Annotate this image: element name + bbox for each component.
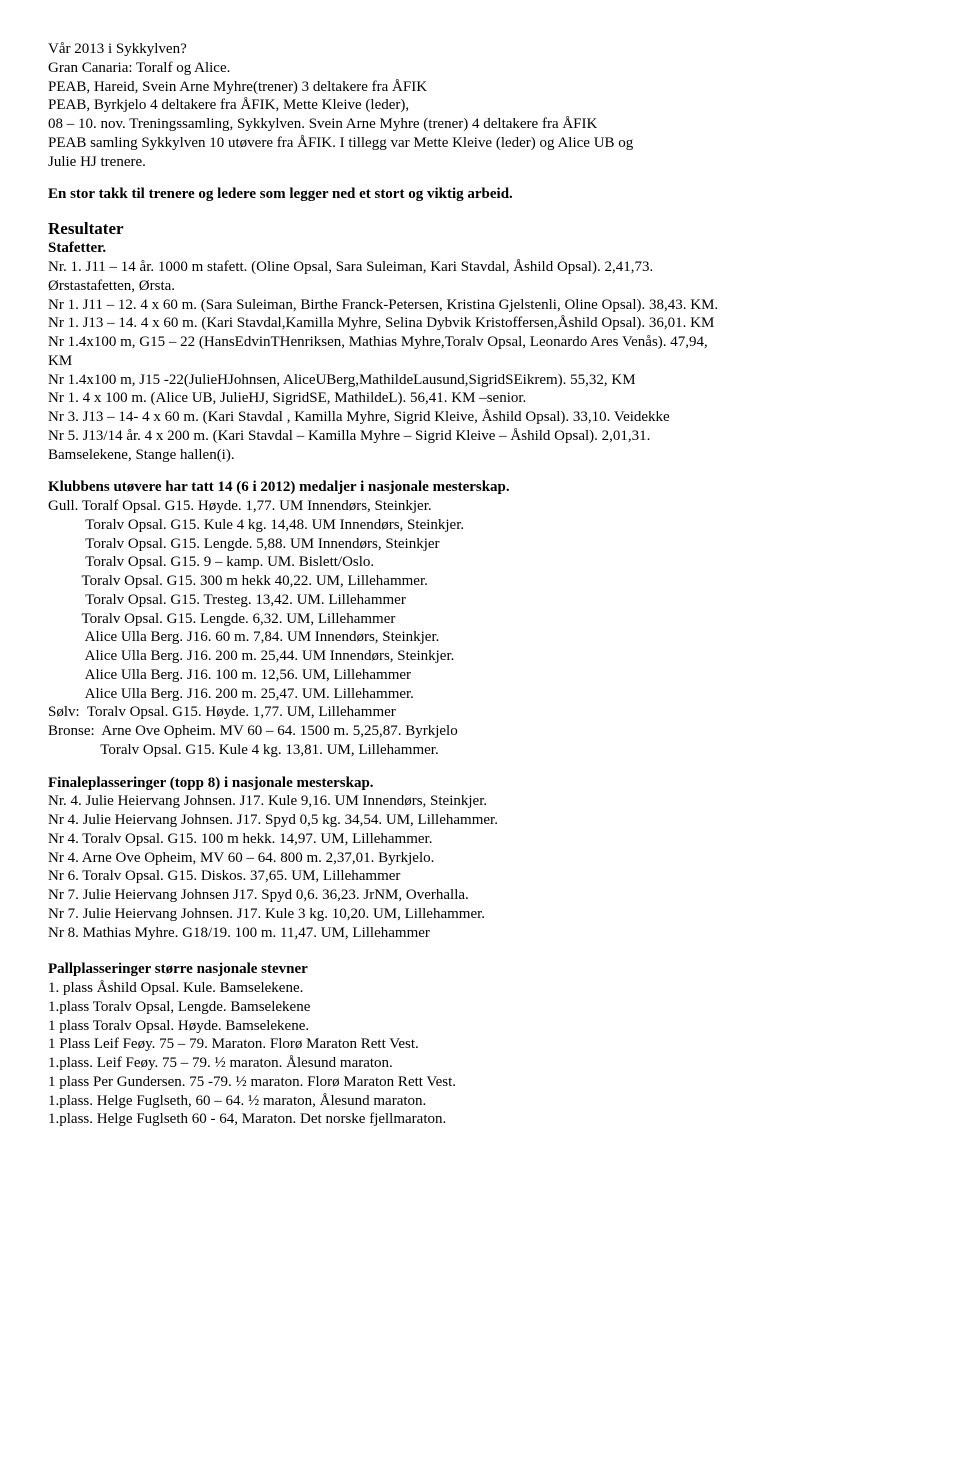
pall-line: 1 Plass Leif Feøy. 75 – 79. Maraton. Flo… [48, 1035, 912, 1054]
finals-heading: Finaleplasseringer (topp 8) i nasjonale … [48, 774, 912, 793]
medal-line: Toralv Opsal. G15. Kule 4 kg. 14,48. UM … [48, 516, 912, 535]
medal-line: Toralv Opsal. G15. Kule 4 kg. 13,81. UM,… [48, 741, 912, 760]
intro-line: Vår 2013 i Sykkylven? [48, 40, 912, 59]
pall-heading: Pallplasseringer større nasjonale stevne… [48, 960, 912, 979]
medals-heading: Klubbens utøvere har tatt 14 (6 i 2012) … [48, 478, 912, 497]
final-line: Nr 8. Mathias Myhre. G18/19. 100 m. 11,4… [48, 924, 912, 943]
intro-line: PEAB, Hareid, Svein Arne Myhre(trener) 3… [48, 78, 912, 97]
intro-block: Vår 2013 i Sykkylven? Gran Canaria: Tora… [48, 40, 912, 171]
medal-line: Toralv Opsal. G15. Tresteg. 13,42. UM. L… [48, 591, 912, 610]
results-block: Resultater Stafetter. Nr. 1. J11 – 14 år… [48, 218, 912, 464]
pall-line: 1 plass Toralv Opsal. Høyde. Bamselekene… [48, 1017, 912, 1036]
stafett-line: KM [48, 352, 912, 371]
medals-block: Klubbens utøvere har tatt 14 (6 i 2012) … [48, 478, 912, 759]
pall-line: 1. plass Åshild Opsal. Kule. Bamselekene… [48, 979, 912, 998]
final-line: Nr 4. Arne Ove Opheim, MV 60 – 64. 800 m… [48, 849, 912, 868]
medal-line: Toralv Opsal. G15. Lengde. 6,32. UM, Lil… [48, 610, 912, 629]
thanks-line: En stor takk til trenere og ledere som l… [48, 185, 912, 204]
stafett-line: Nr 1.4x100 m, J15 -22(JulieHJohnsen, Ali… [48, 371, 912, 390]
medals-heading-pre: Klubbens utøvere har tatt 14 (6 i 2012) … [48, 479, 429, 495]
stafett-line: Ørstastafetten, Ørsta. [48, 277, 912, 296]
medal-line: Bronse: Arne Ove Opheim. MV 60 – 64. 150… [48, 722, 912, 741]
stafett-line: Nr 1.4x100 m, G15 – 22 (HansEdvinTHenrik… [48, 333, 912, 352]
final-line: Nr 4. Toralv Opsal. G15. 100 m hekk. 14,… [48, 830, 912, 849]
intro-line: Julie HJ trenere. [48, 153, 912, 172]
pall-line: 1 plass Per Gundersen. 75 -79. ½ maraton… [48, 1073, 912, 1092]
intro-line: PEAB, Byrkjelo 4 deltakere fra ÅFIK, Met… [48, 96, 912, 115]
pall-line: 1.plass. Leif Feøy. 75 – 79. ½ maraton. … [48, 1054, 912, 1073]
final-line: Nr. 4. Julie Heiervang Johnsen. J17. Kul… [48, 792, 912, 811]
final-line: Nr 4. Julie Heiervang Johnsen. J17. Spyd… [48, 811, 912, 830]
stafetter-heading: Stafetter. [48, 239, 912, 258]
medal-line: Toralv Opsal. G15. 300 m hekk 40,22. UM,… [48, 572, 912, 591]
intro-line: Gran Canaria: Toralf og Alice. [48, 59, 912, 78]
stafett-line: Bamselekene, Stange hallen(i). [48, 446, 912, 465]
medal-line: Gull. Toralf Opsal. G15. Høyde. 1,77. UM… [48, 497, 912, 516]
pall-line: 1.plass. Helge Fuglseth, 60 – 64. ½ mara… [48, 1092, 912, 1111]
stafett-line: Nr 3. J13 – 14- 4 x 60 m. (Kari Stavdal … [48, 408, 912, 427]
intro-line: PEAB samling Sykkylven 10 utøvere fra ÅF… [48, 134, 912, 153]
medal-line: Alice Ulla Berg. J16. 200 m. 25,44. UM I… [48, 647, 912, 666]
medals-heading-post: mesterskap. [429, 479, 510, 495]
results-heading: Resultater [48, 218, 912, 239]
pall-line: 1.plass Toralv Opsal, Lengde. Bamseleken… [48, 998, 912, 1017]
final-line: Nr 7. Julie Heiervang Johnsen J17. Spyd … [48, 886, 912, 905]
intro-line: 08 – 10. nov. Treningssamling, Sykkylven… [48, 115, 912, 134]
stafett-line: Nr 1. J13 – 14. 4 x 60 m. (Kari Stavdal,… [48, 314, 912, 333]
final-line: Nr 7. Julie Heiervang Johnsen. J17. Kule… [48, 905, 912, 924]
stafett-line: Nr. 1. J11 – 14 år. 1000 m stafett. (Oli… [48, 258, 912, 277]
medal-line: Sølv: Toralv Opsal. G15. Høyde. 1,77. UM… [48, 703, 912, 722]
stafett-line: Nr 5. J13/14 år. 4 x 200 m. (Kari Stavda… [48, 427, 912, 446]
pall-line: 1.plass. Helge Fuglseth 60 - 64, Maraton… [48, 1110, 912, 1129]
pall-block: Pallplasseringer større nasjonale stevne… [48, 960, 912, 1129]
medal-line: Toralv Opsal. G15. 9 – kamp. UM. Bislett… [48, 553, 912, 572]
medal-line: Alice Ulla Berg. J16. 60 m. 7,84. UM Inn… [48, 628, 912, 647]
finals-block: Finaleplasseringer (topp 8) i nasjonale … [48, 774, 912, 943]
final-line: Nr 6. Toralv Opsal. G15. Diskos. 37,65. … [48, 867, 912, 886]
medal-line: Alice Ulla Berg. J16. 200 m. 25,47. UM. … [48, 685, 912, 704]
medal-line: Alice Ulla Berg. J16. 100 m. 12,56. UM, … [48, 666, 912, 685]
stafett-line: Nr 1. J11 – 12. 4 x 60 m. (Sara Suleiman… [48, 296, 912, 315]
stafett-line: Nr 1. 4 x 100 m. (Alice UB, JulieHJ, Sig… [48, 389, 912, 408]
medal-line: Toralv Opsal. G15. Lengde. 5,88. UM Inne… [48, 535, 912, 554]
